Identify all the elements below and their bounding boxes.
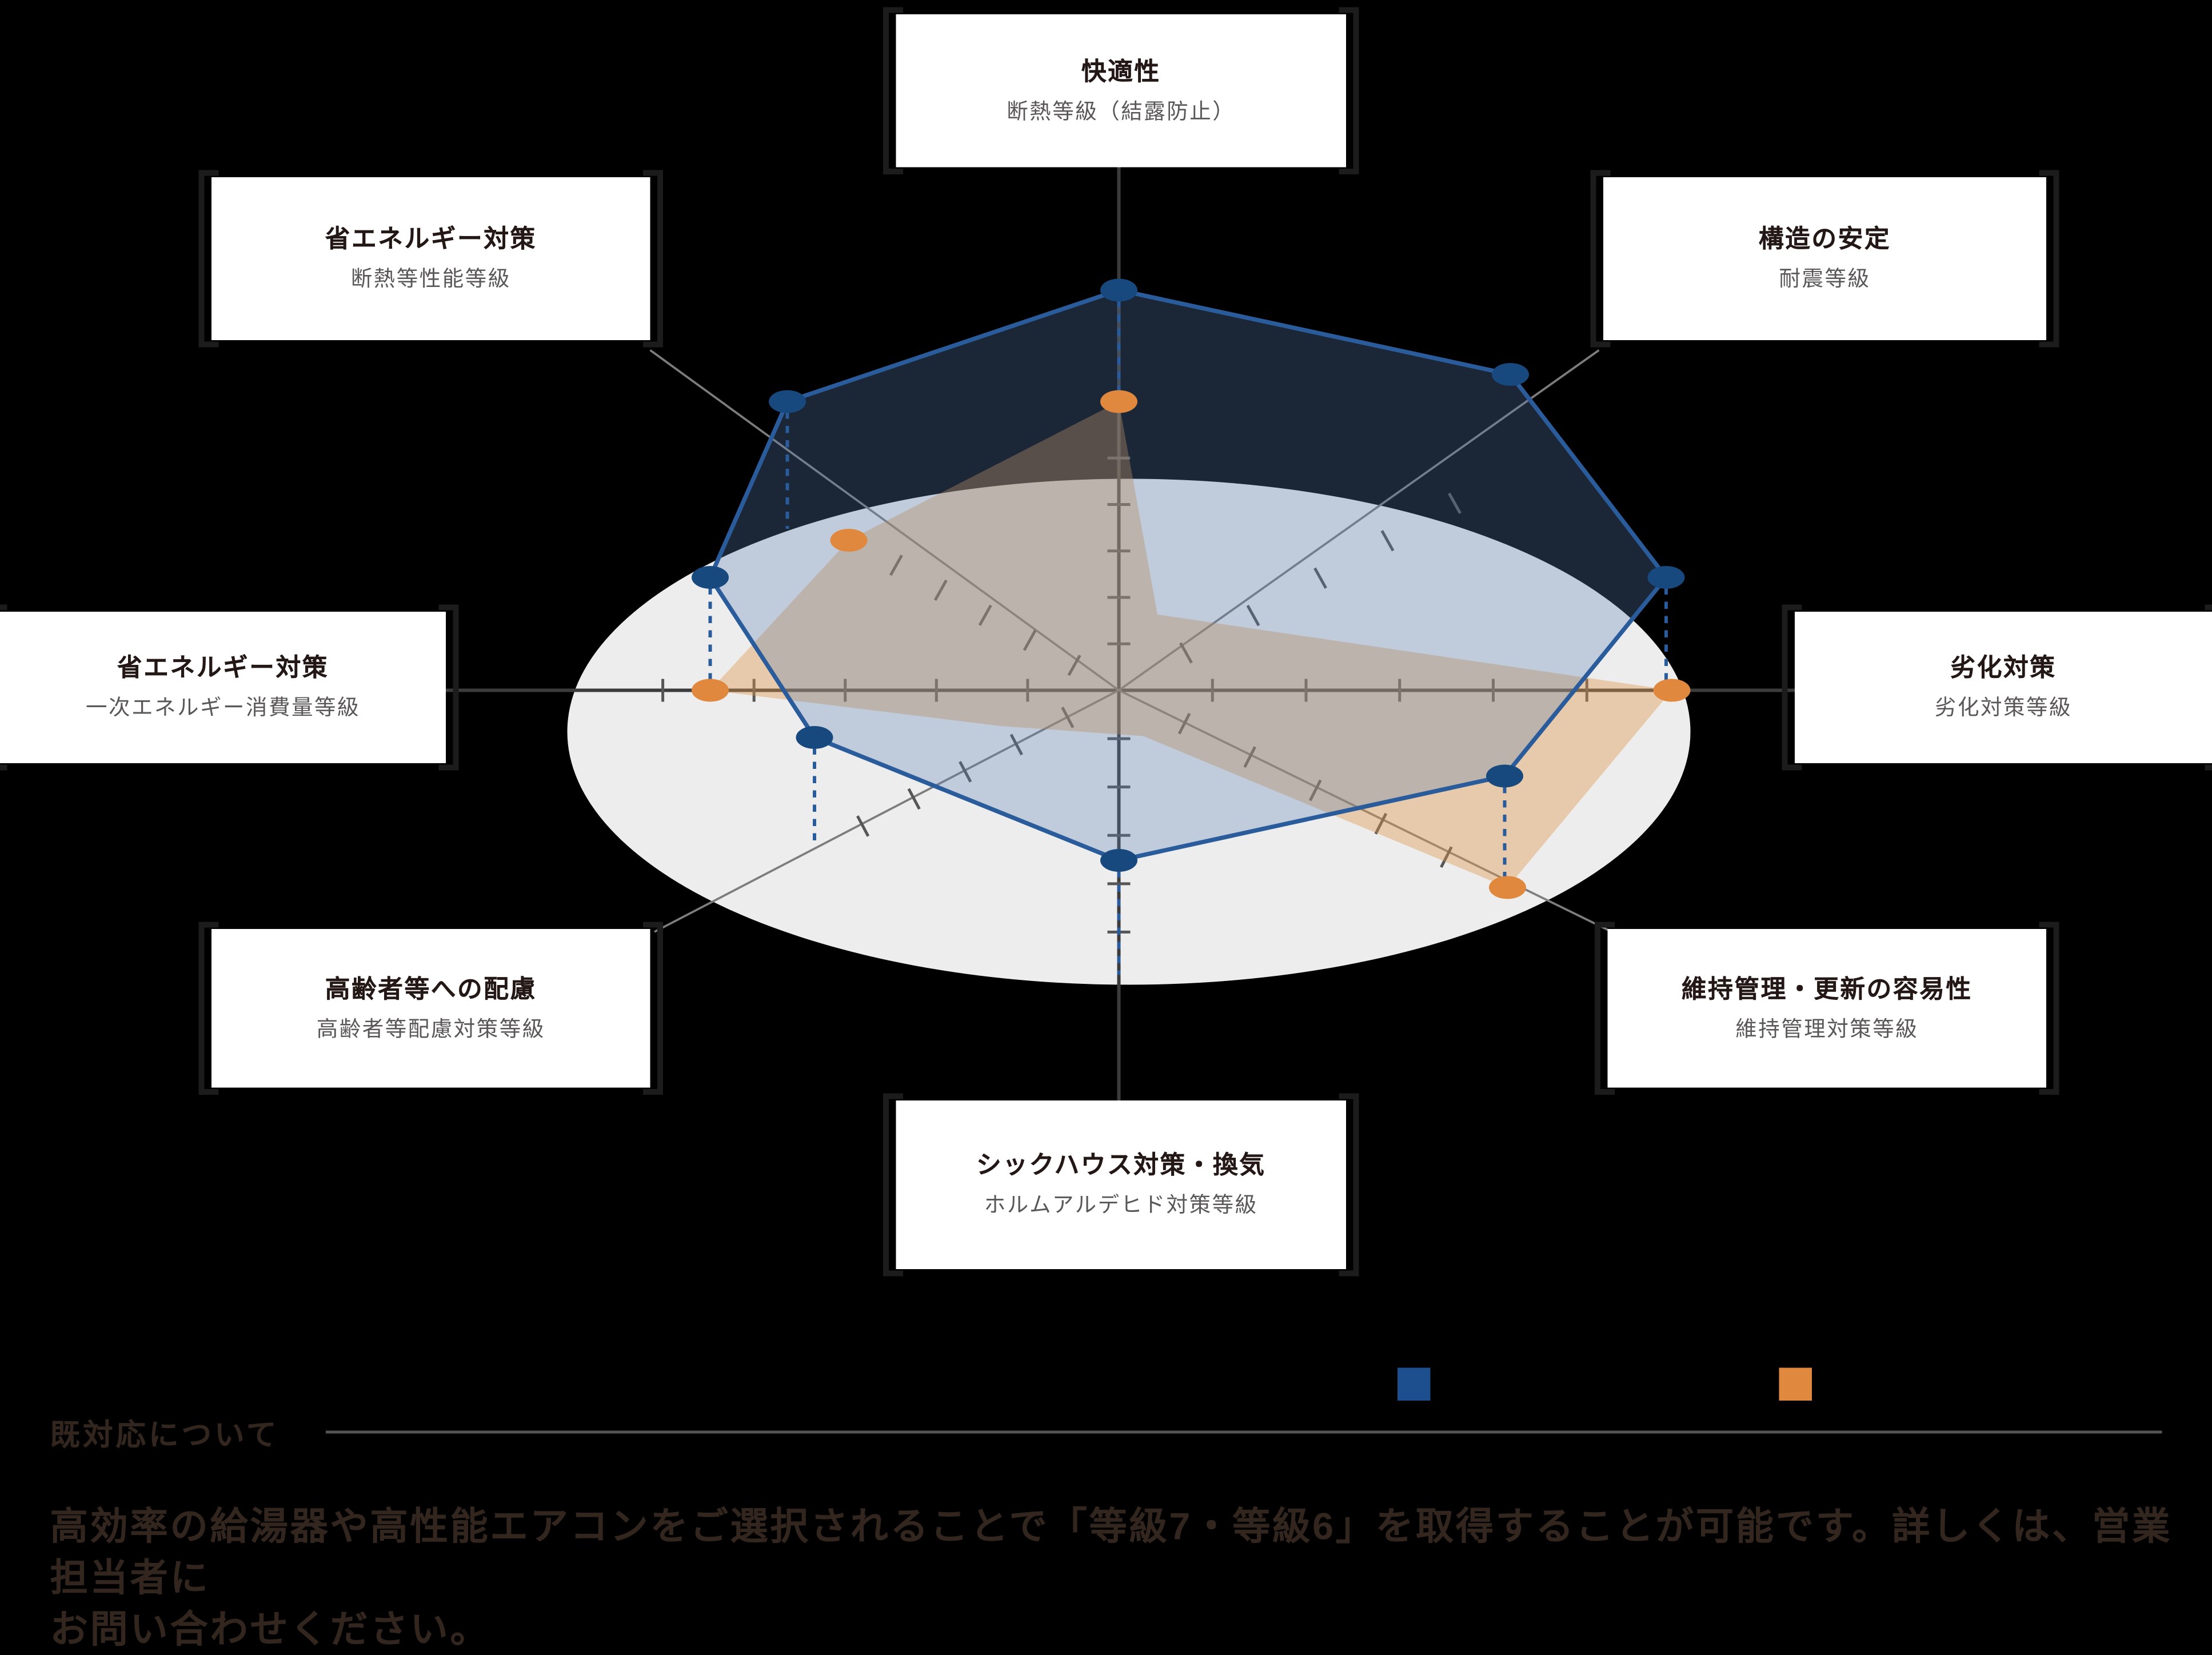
blue-series-marker: [1648, 566, 1685, 589]
bracket-right-icon: [2205, 605, 2212, 771]
orange-series-marker: [831, 529, 868, 552]
blue-series-marker: [769, 390, 806, 413]
axis-title: 劣化対策: [1951, 653, 2057, 684]
bracket-left-icon: [199, 922, 219, 1095]
axis-label-box-bottom-right: 維持管理・更新の容易性 維持管理対策等級: [1608, 929, 2047, 1088]
blue-series-marker: [1486, 765, 1523, 788]
orange-series-marker: [1100, 390, 1137, 413]
legend-swatch-blue: [1398, 1368, 1431, 1401]
bracket-right-icon: [1339, 1094, 1359, 1277]
axis-subtitle: 耐震等級: [1779, 268, 1870, 293]
bracket-left-icon: [1595, 922, 1615, 1095]
axis-title: 省エネルギー対策: [117, 653, 329, 684]
bracket-right-icon: [2039, 922, 2059, 1095]
axis-label-box-right: 劣化対策 劣化対策等級: [1795, 612, 2212, 763]
bracket-right-icon: [643, 922, 663, 1095]
axis-title: 高齢者等への配慮: [325, 974, 537, 1004]
blue-series-marker: [1492, 363, 1529, 386]
bracket-right-icon: [643, 170, 663, 348]
note-body-line2: お問い合わせください。: [50, 1608, 490, 1651]
axis-subtitle: 断熱等性能等級: [351, 268, 511, 293]
blue-series-marker: [1100, 279, 1137, 302]
bracket-left-icon: [1782, 605, 1802, 771]
axis-label-box-top: 快適性 断熱等級（結露防止）: [896, 14, 1347, 168]
axis-label-box-bottom: シックハウス対策・換気 ホルムアルデヒド対策等級: [896, 1100, 1347, 1269]
bracket-right-icon: [1339, 7, 1359, 175]
axis-subtitle: 劣化対策等級: [1935, 696, 2072, 722]
radar-chart-page: 快適性 断熱等級（結露防止） 構造の安定 耐震等級 劣化対策 劣化対策等級 維持…: [0, 0, 2212, 1586]
legend-swatch-orange: [1779, 1368, 1812, 1401]
note-body-line1: 高効率の給湯器や高性能エアコンをご選択されることで「等級7・等級6」を取得するこ…: [50, 1505, 2173, 1600]
orange-series-marker: [692, 679, 729, 702]
axis-subtitle: ホルムアルデヒド対策等級: [984, 1194, 1258, 1219]
axis-title: 快適性: [1081, 57, 1161, 87]
orange-series-marker: [1654, 679, 1691, 702]
axis-title: 維持管理・更新の容易性: [1682, 974, 1973, 1004]
bracket-left-icon: [0, 605, 7, 771]
blue-series-marker: [692, 566, 729, 589]
bracket-right-icon: [2039, 170, 2059, 348]
axis-label-box-top-right: 構造の安定 耐震等級: [1603, 177, 2046, 340]
bracket-left-icon: [199, 170, 219, 348]
axis-subtitle: 維持管理対策等級: [1735, 1017, 1918, 1043]
axis-label-box-top-left: 省エネルギー対策 断熱等性能等級: [211, 177, 650, 340]
axis-label-box-bottom-left: 高齢者等への配慮 高齢者等配慮対策等級: [211, 929, 650, 1088]
orange-series-marker: [1489, 876, 1526, 899]
note-heading: 既対応について: [50, 1412, 280, 1455]
axis-subtitle: 断熱等級（結露防止）: [1007, 99, 1235, 125]
axis-title: 省エネルギー対策: [325, 225, 537, 255]
axis-subtitle: 高齢者等配慮対策等級: [317, 1017, 545, 1043]
axis-subtitle: 一次エネルギー消費量等級: [86, 696, 360, 722]
bracket-left-icon: [883, 7, 903, 175]
bracket-left-icon: [883, 1094, 903, 1277]
axis-title: 構造の安定: [1759, 225, 1891, 255]
axis-label-box-left: 省エネルギー対策 一次エネルギー消費量等級: [0, 612, 446, 763]
bracket-left-icon: [1591, 170, 1611, 348]
blue-series-marker: [796, 726, 833, 749]
bracket-right-icon: [439, 605, 459, 771]
note-body: 高効率の給湯器や高性能エアコンをご選択されることで「等級7・等級6」を取得するこ…: [50, 1501, 2179, 1655]
note-divider: [326, 1431, 2162, 1434]
axis-title: シックハウス対策・換気: [976, 1151, 1266, 1181]
blue-series-marker: [1100, 849, 1137, 872]
